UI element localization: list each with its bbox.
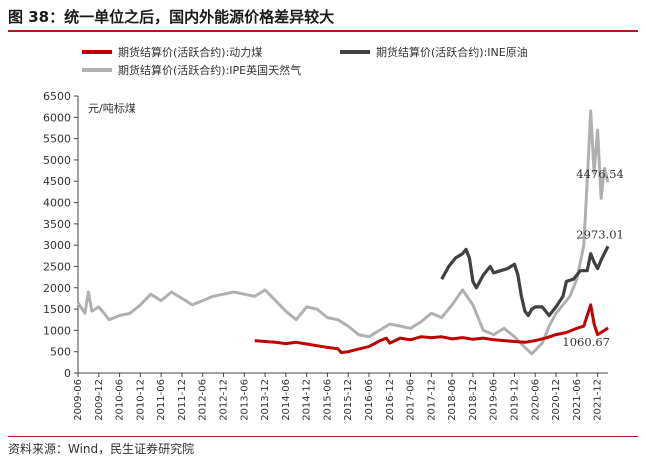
y-tick-label: 2000 <box>43 282 71 295</box>
x-tick-label: 2011-06 <box>156 379 167 421</box>
value-annotation: 1060.67 <box>562 335 610 349</box>
legend-label: 期货结算价(活跃合约):IPE英国天然气 <box>118 63 301 77</box>
y-tick-label: 5000 <box>43 154 71 167</box>
value-annotation: 2973.01 <box>576 227 624 241</box>
x-tick-label: 2009-12 <box>94 379 105 421</box>
x-tick-label: 2012-12 <box>218 379 229 421</box>
x-tick-label: 2018-12 <box>468 379 479 421</box>
y-tick-label: 1500 <box>43 303 71 316</box>
x-tick-label: 2010-12 <box>135 379 146 421</box>
y-tick-label: 1000 <box>43 324 71 337</box>
x-tick-label: 2016-06 <box>364 379 375 421</box>
x-tick-label: 2016-12 <box>385 379 396 421</box>
y-tick-label: 0 <box>64 367 71 380</box>
legend-label: 期货结算价(活跃合约):INE原油 <box>376 45 528 59</box>
line-chart: 期货结算价(活跃合约):动力煤 期货结算价(活跃合约):INE原油期货结算价(活跃… <box>43 45 624 421</box>
x-tick-label: 2013-06 <box>239 379 250 421</box>
x-tick-label: 2012-06 <box>198 379 209 421</box>
series-line-0 <box>254 303 609 354</box>
y-tick-label: 500 <box>50 346 71 359</box>
legend-label: 期货结算价(活跃合约):动力煤 <box>118 45 262 59</box>
x-tick-label: 2010-06 <box>115 379 126 421</box>
y-tick-label: 6000 <box>43 111 71 124</box>
x-tick-label: 2017-06 <box>406 379 417 421</box>
value-annotation: 4476.54 <box>576 167 624 181</box>
series-lines <box>76 109 610 356</box>
source-note: 资料来源：Wind，民生证券研究院 <box>8 442 195 456</box>
y-axis: 0 500 1000 1500 2000 2500 3000 3500 4000 4500 5000… <box>43 90 79 380</box>
x-tick-label: 2009-06 <box>73 379 84 421</box>
figure-title: 图 38：统一单位之后，国内外能源价格差异较大 <box>8 8 335 26</box>
x-tick-label: 2015-06 <box>322 379 333 421</box>
footer-rule <box>8 436 638 437</box>
series-line-2 <box>76 109 610 356</box>
legend: 期货结算价(活跃合约):动力煤 期货结算价(活跃合约):INE原油期货结算价(活跃… <box>82 45 528 77</box>
x-tick-label: 2014-12 <box>302 379 313 421</box>
x-tick-label: 2014-06 <box>281 379 292 421</box>
x-tick-label: 2011-12 <box>177 379 188 421</box>
y-tick-label: 5500 <box>43 133 71 146</box>
x-tick-label: 2013-12 <box>260 379 271 421</box>
y-tick-label: 2500 <box>43 260 71 273</box>
x-tick-label: 2019-12 <box>509 379 520 421</box>
y-axis-unit-label: 元/吨标煤 <box>88 101 136 115</box>
annotations: 4476.54 2973.01 1060.67 <box>562 167 623 349</box>
x-tick-label: 2020-12 <box>551 379 562 421</box>
y-tick-label: 3500 <box>43 218 71 231</box>
title-rule <box>8 30 638 32</box>
x-tick-label: 2015-12 <box>343 379 354 421</box>
x-tick-label: 2018-06 <box>447 379 458 421</box>
series-line-1 <box>440 245 610 318</box>
x-tick-label: 2021-06 <box>572 379 583 421</box>
x-tick-label: 2019-06 <box>489 379 500 421</box>
x-tick-label: 2020-06 <box>530 379 541 421</box>
y-tick-label: 6500 <box>43 90 71 103</box>
x-tick-label: 2021-12 <box>593 379 604 421</box>
x-axis: 2009-06 2009-12 2010-06 2010-12 2011-06 2011-… <box>73 372 608 421</box>
y-tick-label: 3000 <box>43 239 71 252</box>
y-tick-label: 4000 <box>43 197 71 210</box>
x-tick-label: 2017-12 <box>426 379 437 421</box>
y-tick-label: 4500 <box>43 175 71 188</box>
